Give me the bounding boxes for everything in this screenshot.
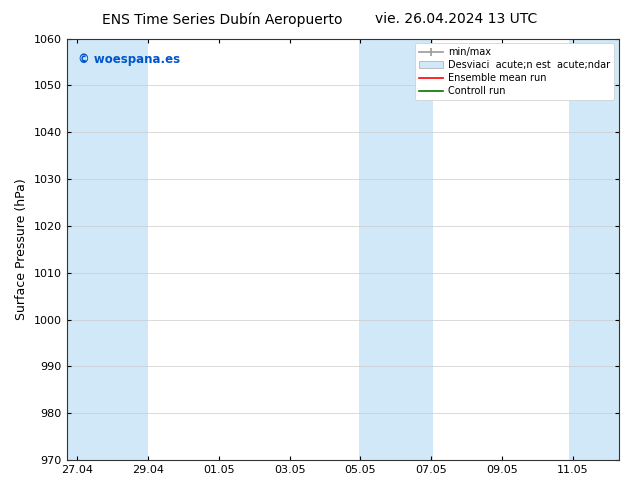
Text: vie. 26.04.2024 13 UTC: vie. 26.04.2024 13 UTC — [375, 12, 538, 26]
Bar — [67, 39, 148, 460]
Legend: min/max, Desviaci  acute;n est  acute;ndar, Ensemble mean run, Controll run: min/max, Desviaci acute;n est acute;ndar… — [415, 44, 614, 100]
Text: ENS Time Series Dubín Aeropuerto: ENS Time Series Dubín Aeropuerto — [101, 12, 342, 27]
Text: © woespana.es: © woespana.es — [77, 53, 179, 66]
Bar — [359, 39, 433, 460]
Bar — [569, 39, 619, 460]
Y-axis label: Surface Pressure (hPa): Surface Pressure (hPa) — [15, 178, 28, 320]
